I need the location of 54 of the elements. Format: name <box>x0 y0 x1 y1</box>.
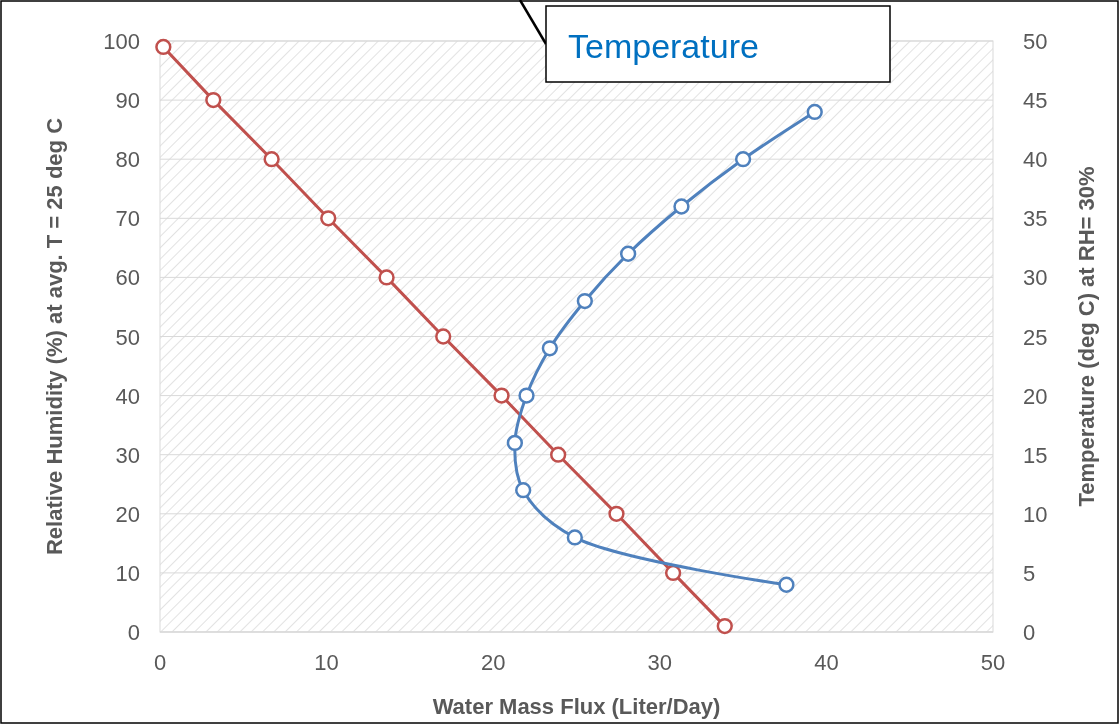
y2-tick-label: 35 <box>1023 206 1048 232</box>
x-tick-label: 10 <box>314 650 339 675</box>
point <box>673 198 690 215</box>
point <box>263 151 280 168</box>
point <box>608 505 625 522</box>
y2-tick-label: 30 <box>1023 265 1048 291</box>
point <box>320 210 337 227</box>
y-tick-label: 50 <box>115 324 140 350</box>
y2-tick-label: 5 <box>1023 560 1036 586</box>
point <box>378 269 395 286</box>
point <box>664 564 682 582</box>
point <box>493 387 510 404</box>
point <box>619 245 637 262</box>
point <box>716 617 733 635</box>
series-label: Temperature <box>568 27 759 65</box>
point <box>566 529 583 546</box>
y-tick-label: 60 <box>115 265 140 291</box>
point <box>550 446 567 463</box>
point <box>576 292 593 310</box>
y2-tick-label: 45 <box>1023 88 1048 114</box>
x-tick-label: 40 <box>814 650 839 675</box>
x-tick-label: 0 <box>153 650 167 675</box>
y-axis-title: Relative Humidity (%) at avg. T = 25 deg C <box>42 117 67 556</box>
point <box>518 387 535 404</box>
point <box>734 151 752 168</box>
x-axis-title: Water Mass Flux (Liter/Day) <box>432 694 721 719</box>
point <box>806 103 823 121</box>
y-tick-label: 80 <box>115 147 140 173</box>
y-tick-label: 70 <box>115 206 140 232</box>
y-tick-label: 40 <box>115 383 140 409</box>
y2-tick-label: 10 <box>1023 501 1048 527</box>
y-tick-label: 30 <box>115 442 140 468</box>
x-tick-label: 50 <box>980 650 1006 675</box>
point <box>435 328 452 345</box>
point <box>541 340 558 357</box>
y-tick-label: 0 <box>127 620 140 645</box>
point <box>155 38 172 56</box>
y-tick-label: 10 <box>115 560 140 586</box>
y2-tick-label: 0 <box>1023 620 1036 645</box>
point <box>205 91 222 109</box>
point <box>506 434 524 452</box>
y2-tick-label: 15 <box>1023 442 1048 468</box>
point <box>778 576 795 593</box>
x-tick-label: 30 <box>647 650 673 675</box>
y-tick-label: 100 <box>103 29 140 54</box>
y2-tick-label: 40 <box>1023 147 1048 173</box>
y2-axis-title: Temperature (deg C) at RH= 30% <box>1074 166 1099 507</box>
x-tick-label: 20 <box>480 650 506 675</box>
y2-tick-label: 20 <box>1023 383 1048 409</box>
y-tick-label: 20 <box>115 501 140 527</box>
y-tick-label: 90 <box>115 88 140 114</box>
y2-tick-label: 25 <box>1023 324 1048 350</box>
point <box>515 482 532 499</box>
y2-tick-label: 50 <box>1023 29 1048 54</box>
